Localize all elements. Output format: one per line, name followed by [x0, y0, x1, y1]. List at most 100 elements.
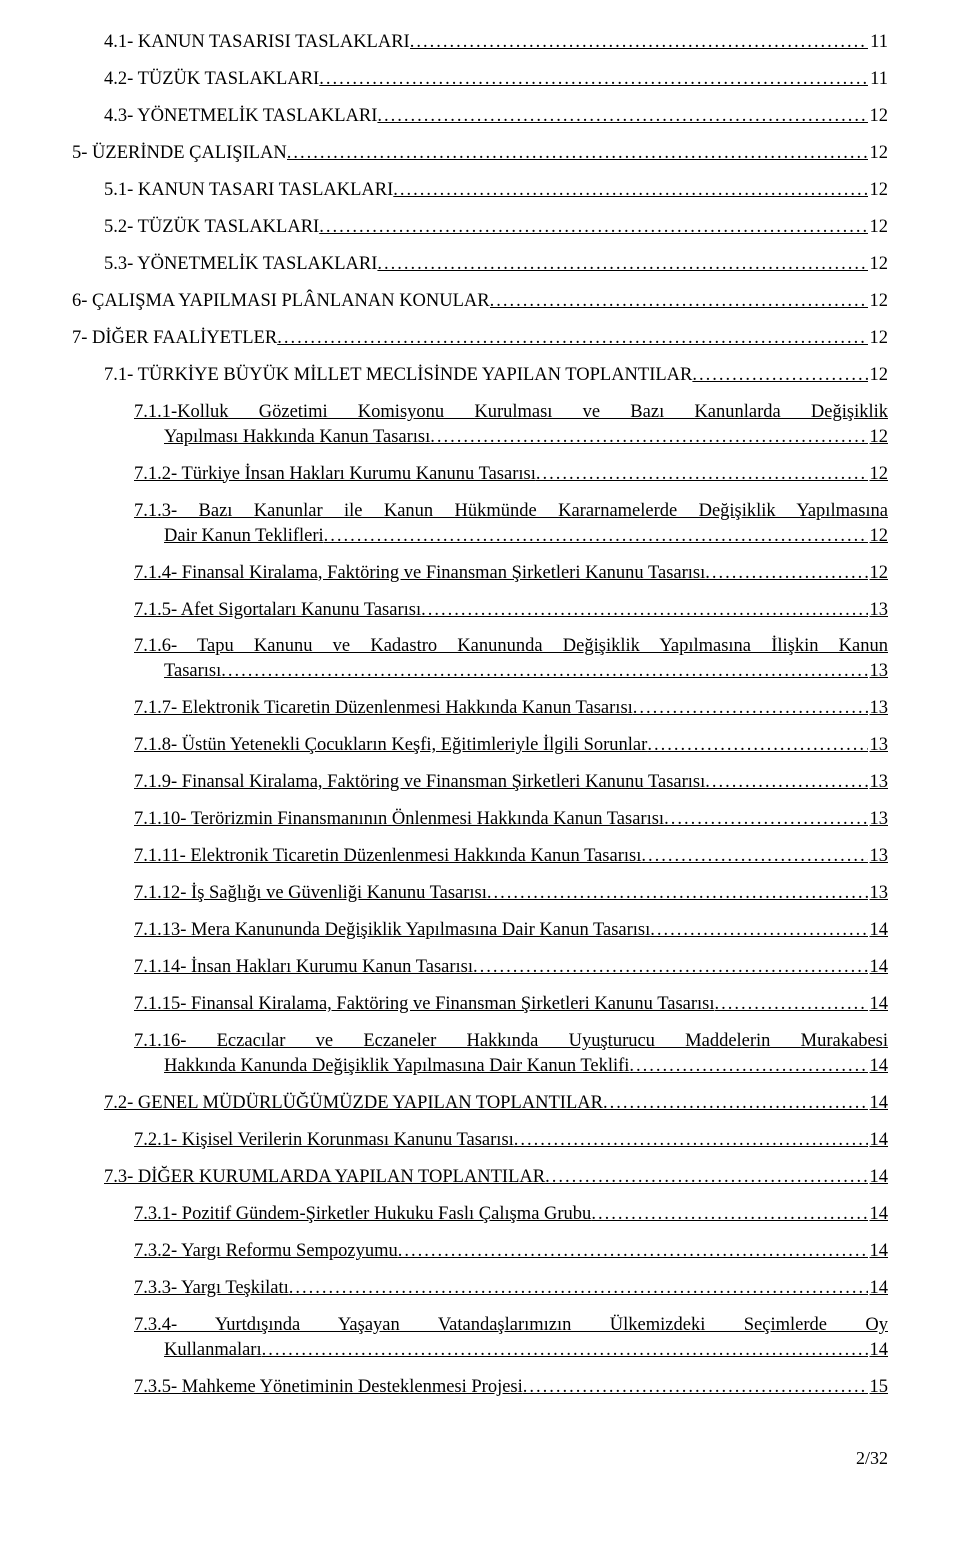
toc-page: 12 — [868, 524, 889, 549]
toc-entry[interactable]: 7.1.7- Elektronik Ticaretin Düzenlenmesi… — [134, 696, 888, 721]
toc-page: 14 — [868, 1091, 889, 1116]
toc-entry-text: 7.3.2- Yargı Reformu Sempozyumu — [134, 1239, 398, 1264]
toc-entry-text: 7.1.9- Finansal Kiralama, Faktöring ve F… — [134, 770, 705, 795]
toc-page: 11 — [868, 67, 888, 92]
toc-entry-text: 7.1.4- Finansal Kiralama, Faktöring ve F… — [134, 561, 705, 586]
toc-page: 12 — [868, 178, 889, 203]
toc-entry[interactable]: 7.1.16- Eczacılar ve Eczaneler Hakkında … — [134, 1029, 888, 1079]
toc-page: 12 — [868, 289, 889, 314]
toc-entry[interactable]: 5.2- TÜZÜK TASLAKLARI12 — [104, 215, 888, 240]
toc-entry[interactable]: 7.1.2- Türkiye İnsan Hakları Kurumu Kanu… — [134, 462, 888, 487]
toc-entry[interactable]: 5.3- YÖNETMELİK TASLAKLARI 12 — [104, 252, 888, 277]
toc-entry[interactable]: 7- DİĞER FAALİYETLER 12 — [72, 326, 888, 351]
toc-entry-text: 7.3.5- Mahkeme Yönetiminin Desteklenmesi… — [134, 1375, 523, 1400]
toc-leader — [523, 1375, 868, 1400]
toc-entry[interactable]: 7.1.6- Tapu Kanunu ve Kadastro Kanununda… — [134, 634, 888, 684]
toc-page: 14 — [868, 1202, 889, 1227]
toc-leader — [324, 524, 868, 549]
toc-page: 14 — [868, 1239, 889, 1264]
toc-leader — [473, 955, 868, 980]
toc-entry-text: 7.3.3- Yargı Teşkilatı — [134, 1276, 289, 1301]
toc-page: 13 — [868, 770, 889, 795]
toc-entry-text: 7.1- TÜRKİYE BÜYÜK MİLLET MECLİSİNDE YAP… — [104, 363, 692, 388]
toc-entry-text: 4.3- YÖNETMELİK TASLAKLARI — [104, 104, 377, 129]
toc-entry-text: 7.3.1- Pozitif Gündem-Şirketler Hukuku F… — [134, 1202, 591, 1227]
toc-entry-text: 7.1.5- Afet Sigortaları Kanunu Tasarısı — [134, 598, 421, 623]
toc-entry[interactable]: 6- ÇALIŞMA YAPILMASI PLÂNLANAN KONULAR 12 — [72, 289, 888, 314]
toc-entry[interactable]: 4.3- YÖNETMELİK TASLAKLARI 12 — [104, 104, 888, 129]
toc-leader — [715, 992, 868, 1017]
toc-entry[interactable]: 5- ÜZERİNDE ÇALIŞILAN12 — [72, 141, 888, 166]
toc-entry[interactable]: 7.3- DİĞER KURUMLARDA YAPILAN TOPLANTILA… — [104, 1165, 888, 1190]
toc-page: 11 — [868, 30, 888, 55]
toc-entry-text: 5- ÜZERİNDE ÇALIŞILAN — [72, 141, 287, 166]
toc-entry[interactable]: 7.1.1-Kolluk Gözetimi Komisyonu Kurulmas… — [134, 400, 888, 450]
toc-entry[interactable]: 7.3.2- Yargı Reformu Sempozyumu 14 — [134, 1239, 888, 1264]
toc-entry[interactable]: 4.2- TÜZÜK TASLAKLARI11 — [104, 67, 888, 92]
toc-entry-text: 5.3- YÖNETMELİK TASLAKLARI — [104, 252, 377, 277]
toc-entry-text: 5.1- KANUN TASARI TASLAKLARI — [104, 178, 393, 203]
toc-leader — [430, 425, 867, 450]
toc-entry-text: 7.1.3- Bazı Kanunlar ile Kanun Hükmünde … — [134, 499, 888, 524]
toc-leader — [289, 1276, 868, 1301]
toc-leader — [287, 141, 868, 166]
toc-page: 15 — [868, 1375, 889, 1400]
toc-entry-text: 6- ÇALIŞMA YAPILMASI PLÂNLANAN KONULAR — [72, 289, 490, 314]
toc-entry[interactable]: 7.2.1- Kişisel Verilerin Korunması Kanun… — [134, 1128, 888, 1153]
toc-entry[interactable]: 7.3.5- Mahkeme Yönetiminin Desteklenmesi… — [134, 1375, 888, 1400]
toc-page: 13 — [868, 807, 889, 832]
toc-entry[interactable]: 7.1.10- Terörizmin Finansmanının Önlenme… — [134, 807, 888, 832]
toc-entry[interactable]: 7.1.15- Finansal Kiralama, Faktöring ve … — [134, 992, 888, 1017]
toc-leader — [692, 363, 867, 388]
toc-leader — [398, 1239, 868, 1264]
toc-entry-text: 7.1.7- Elektronik Ticaretin Düzenlenmesi… — [134, 696, 633, 721]
toc-page: 12 — [868, 215, 889, 240]
toc-page: 14 — [868, 1338, 889, 1363]
toc-entry-text: Dair Kanun Teklifleri — [164, 524, 324, 549]
toc-leader — [277, 326, 867, 351]
toc-page: 12 — [868, 425, 889, 450]
toc-page: 12 — [868, 462, 889, 487]
toc-entry-text: 7.1.13- Mera Kanununda Değişiklik Yapılm… — [134, 918, 650, 943]
toc-entry[interactable]: 4.1- KANUN TASARISI TASLAKLARI11 — [104, 30, 888, 55]
toc-page: 14 — [868, 1128, 889, 1153]
toc-page: 13 — [868, 733, 889, 758]
toc-leader — [490, 289, 868, 314]
toc-leader — [319, 67, 868, 92]
toc-entry[interactable]: 7.1.3- Bazı Kanunlar ile Kanun Hükmünde … — [134, 499, 888, 549]
toc-page: 12 — [868, 326, 889, 351]
toc-entry[interactable]: 7.3.1- Pozitif Gündem-Şirketler Hukuku F… — [134, 1202, 888, 1227]
toc-entry-text: 7.3.4- Yurtdışında Yaşayan Vatandaşlarım… — [134, 1313, 888, 1338]
toc-leader — [641, 844, 867, 869]
toc-entry-text: 7- DİĞER FAALİYETLER — [72, 326, 277, 351]
toc-page: 12 — [868, 104, 889, 129]
toc-entry[interactable]: 7.3.3- Yargı Teşkilatı14 — [134, 1276, 888, 1301]
toc-entry[interactable]: 5.1- KANUN TASARI TASLAKLARI 12 — [104, 178, 888, 203]
toc-entry-text: 7.1.2- Türkiye İnsan Hakları Kurumu Kanu… — [134, 462, 536, 487]
toc-page: 13 — [868, 696, 889, 721]
toc-entry[interactable]: 7.1.12- İş Sağlığı ve Güvenliği Kanunu T… — [134, 881, 888, 906]
toc-entry[interactable]: 7.1.9- Finansal Kiralama, Faktöring ve F… — [134, 770, 888, 795]
page-number: 2/32 — [72, 1448, 888, 1469]
toc-leader — [487, 881, 868, 906]
toc-entry[interactable]: 7.1.5- Afet Sigortaları Kanunu Tasarısı 1… — [134, 598, 888, 623]
toc-page: 13 — [868, 598, 889, 623]
toc-entry[interactable]: 7.1.13- Mera Kanununda Değişiklik Yapılm… — [134, 918, 888, 943]
toc-entry-text: 7.1.10- Terörizmin Finansmanının Önlenme… — [134, 807, 664, 832]
toc-entry-text: 7.1.14- İnsan Hakları Kurumu Kanun Tasar… — [134, 955, 473, 980]
toc-entry[interactable]: 7.1.11- Elektronik Ticaretin Düzenlenmes… — [134, 844, 888, 869]
toc-entry-text: Hakkında Kanunda Değişiklik Yapılmasına … — [164, 1054, 629, 1079]
toc-entry[interactable]: 7.1- TÜRKİYE BÜYÜK MİLLET MECLİSİNDE YAP… — [104, 363, 888, 388]
toc-entry-text: Yapılması Hakkında Kanun Tasarısı — [164, 425, 430, 450]
toc-entry[interactable]: 7.2- GENEL MÜDÜRLÜĞÜMÜZDE YAPILAN TOPLAN… — [104, 1091, 888, 1116]
toc-page: 12 — [868, 252, 889, 277]
toc-entry[interactable]: 7.1.8- Üstün Yetenekli Çocukların Keşfi,… — [134, 733, 888, 758]
toc-entry[interactable]: 7.3.4- Yurtdışında Yaşayan Vatandaşlarım… — [134, 1313, 888, 1363]
toc-entry[interactable]: 7.1.4- Finansal Kiralama, Faktöring ve F… — [134, 561, 888, 586]
toc-page: 12 — [868, 561, 889, 586]
toc-entry-text: 7.2- GENEL MÜDÜRLÜĞÜMÜZDE YAPILAN TOPLAN… — [104, 1091, 603, 1116]
toc-leader — [221, 659, 867, 684]
toc-leader — [319, 215, 867, 240]
toc-leader — [591, 1202, 867, 1227]
toc-entry[interactable]: 7.1.14- İnsan Hakları Kurumu Kanun Tasar… — [134, 955, 888, 980]
